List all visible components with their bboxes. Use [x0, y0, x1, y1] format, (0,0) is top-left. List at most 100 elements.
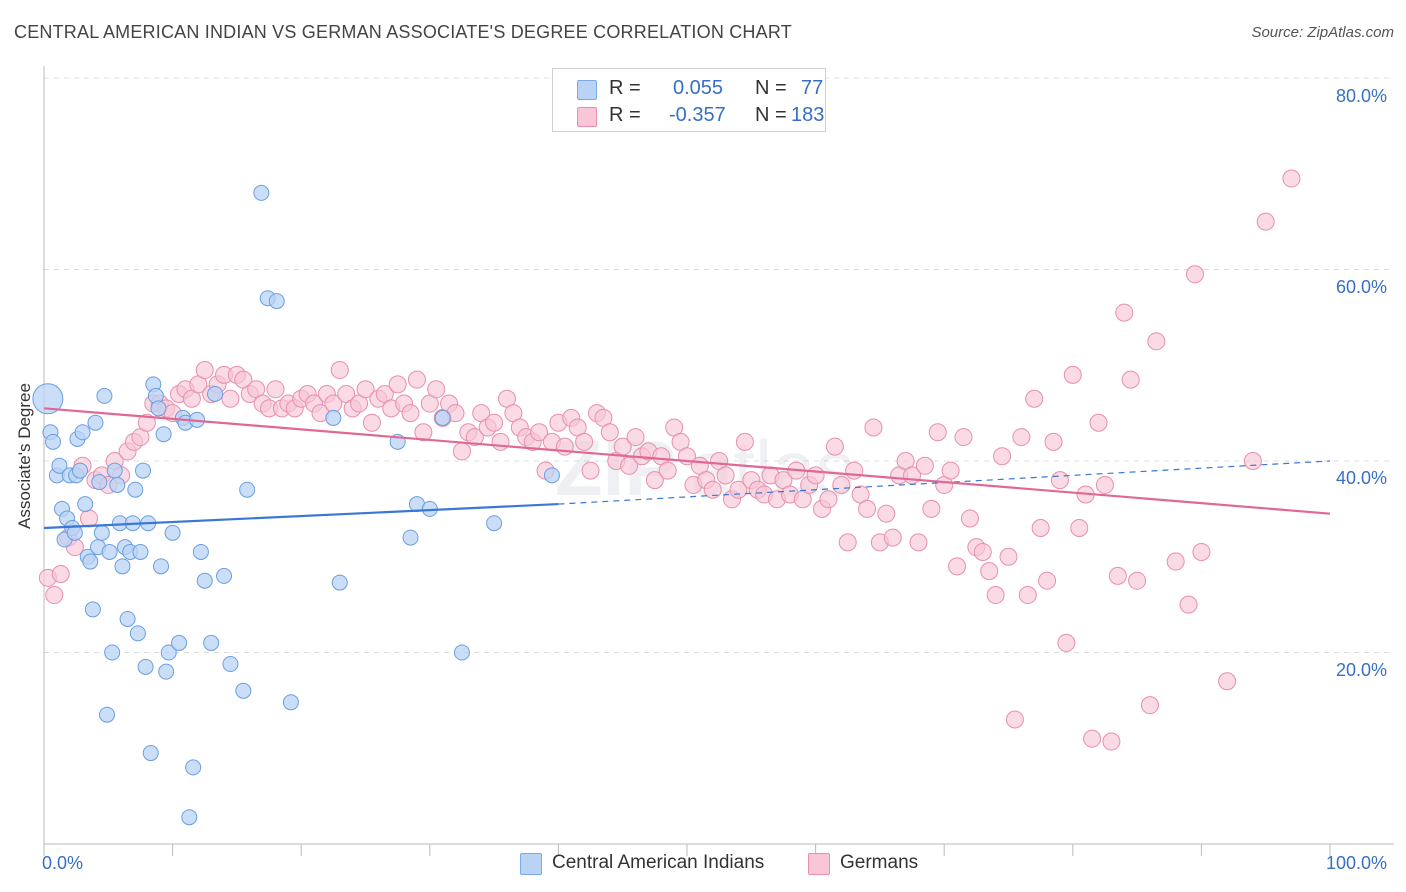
- central-american-indians-point-54: [185, 759, 202, 776]
- blue-trend-line: [43, 502, 559, 530]
- germans-point-153: [1025, 389, 1044, 408]
- germans-point-6: [80, 509, 99, 528]
- germans-point-142: [954, 428, 973, 447]
- germans-point-141: [948, 557, 967, 576]
- germans-point-125: [845, 461, 864, 480]
- central-american-indians-point-30: [114, 558, 131, 575]
- germans-point-76: [530, 423, 549, 442]
- germans-point-158: [1057, 633, 1076, 652]
- germans-point-49: [356, 380, 375, 399]
- central-american-indians-point-49: [164, 524, 181, 541]
- germans-point-58: [414, 423, 433, 442]
- central-american-indians-point-37: [132, 543, 149, 560]
- legend-n-label: N =: [755, 77, 787, 99]
- central-american-indians-point-50: [171, 634, 188, 651]
- central-american-indians-point-10: [66, 524, 83, 541]
- pink-trend-line: [43, 407, 1331, 515]
- central-american-indians-point-22: [93, 524, 110, 541]
- germans-point-152: [1018, 586, 1037, 605]
- y-tick-80: 80.0%: [1336, 86, 1388, 106]
- germans-point-56: [401, 404, 420, 423]
- germans-point-169: [1128, 571, 1147, 590]
- central-american-indians-point-69: [331, 574, 348, 591]
- legend-r-label: R =: [609, 77, 641, 99]
- grid-lines: [44, 77, 1394, 653]
- germans-point-176: [1218, 672, 1237, 691]
- germans-point-124: [838, 533, 857, 552]
- central-american-indians-point-25: [101, 543, 118, 560]
- germans-point-160: [1070, 519, 1089, 538]
- germans-point-174: [1185, 265, 1204, 284]
- germans-point-163: [1089, 413, 1108, 432]
- legend-n-value: 183: [791, 104, 825, 126]
- germans-point-24: [195, 361, 214, 380]
- central-american-indians-point-60: [216, 567, 233, 584]
- germans-point-140: [941, 461, 960, 480]
- central-american-indians-point-74: [434, 409, 451, 426]
- central-american-indians-point-4: [51, 457, 68, 474]
- central-american-indians-point-63: [239, 481, 256, 498]
- central-american-indians-point-18: [84, 601, 101, 618]
- germans-point-28: [221, 389, 240, 408]
- central-american-indians-point-57: [196, 572, 213, 589]
- germans-point-165: [1102, 732, 1121, 751]
- central-american-indians-point-46: [155, 426, 172, 443]
- germans-point-167: [1115, 303, 1134, 322]
- germans-point-148: [993, 447, 1012, 466]
- germans-point-131: [883, 528, 902, 547]
- germans-point-143: [960, 509, 979, 528]
- germans-point-170: [1140, 696, 1159, 715]
- germans-point-15: [137, 413, 156, 432]
- central-american-indians-point-24: [99, 706, 116, 723]
- germans-point-64: [452, 442, 471, 461]
- germans-point-69: [485, 413, 504, 432]
- central-american-indians-point-15: [77, 496, 94, 513]
- central-american-indians-point-0: [32, 383, 64, 415]
- central-american-indians-point-62: [235, 682, 252, 699]
- germans-point-119: [806, 466, 825, 485]
- germans-point-149: [999, 547, 1018, 566]
- germans-point-96: [658, 461, 677, 480]
- chart-title: CENTRAL AMERICAN INDIAN VS GERMAN ASSOCI…: [14, 22, 792, 42]
- germans-point-80: [555, 437, 574, 456]
- germans-point-156: [1044, 432, 1063, 451]
- germans-point-1: [45, 586, 64, 605]
- central-american-indians-point-47: [158, 663, 175, 680]
- legend-r-label: R =: [609, 104, 641, 126]
- central-american-indians-point-32: [119, 610, 136, 627]
- central-american-indians-point-13: [72, 462, 89, 479]
- central-american-indians-point-45: [153, 558, 170, 575]
- germans-point-105: [716, 466, 735, 485]
- y-tick-40: 40.0%: [1336, 468, 1388, 488]
- germans-point-164: [1095, 475, 1114, 494]
- bottom-legend-label: Central American Indians: [552, 852, 765, 873]
- germans-point-108: [735, 432, 754, 451]
- bottom-legend-swatch-pink: [808, 853, 830, 875]
- central-american-indians-point-64: [253, 184, 270, 201]
- central-american-indians-point-59: [207, 385, 224, 402]
- central-american-indians-point-36: [129, 625, 146, 642]
- central-american-indians-point-58: [203, 634, 220, 651]
- central-american-indians-point-61: [222, 655, 239, 672]
- germans-point-128: [864, 418, 883, 437]
- germans-point-178: [1256, 212, 1275, 231]
- central-american-indians-point-67: [282, 694, 299, 711]
- germans-point-45: [330, 361, 349, 380]
- germans-point-175: [1192, 542, 1211, 561]
- germans-point-147: [986, 586, 1005, 605]
- germans-point-146: [980, 562, 999, 581]
- trend-lines: [43, 407, 1331, 530]
- germans-point-136: [915, 456, 934, 475]
- germans-point-173: [1179, 595, 1198, 614]
- axes: [43, 66, 1394, 856]
- germans-point-130: [877, 504, 896, 523]
- central-american-indians-point-27: [106, 462, 123, 479]
- central-american-indians-point-17: [82, 553, 99, 570]
- germans-point-103: [703, 480, 722, 499]
- germans-point-91: [626, 428, 645, 447]
- germans-point-127: [858, 499, 877, 518]
- central-american-indians-point-2: [45, 433, 62, 450]
- germans-point-138: [928, 423, 947, 442]
- germans-point-155: [1038, 571, 1057, 590]
- germans-point-171: [1147, 332, 1166, 351]
